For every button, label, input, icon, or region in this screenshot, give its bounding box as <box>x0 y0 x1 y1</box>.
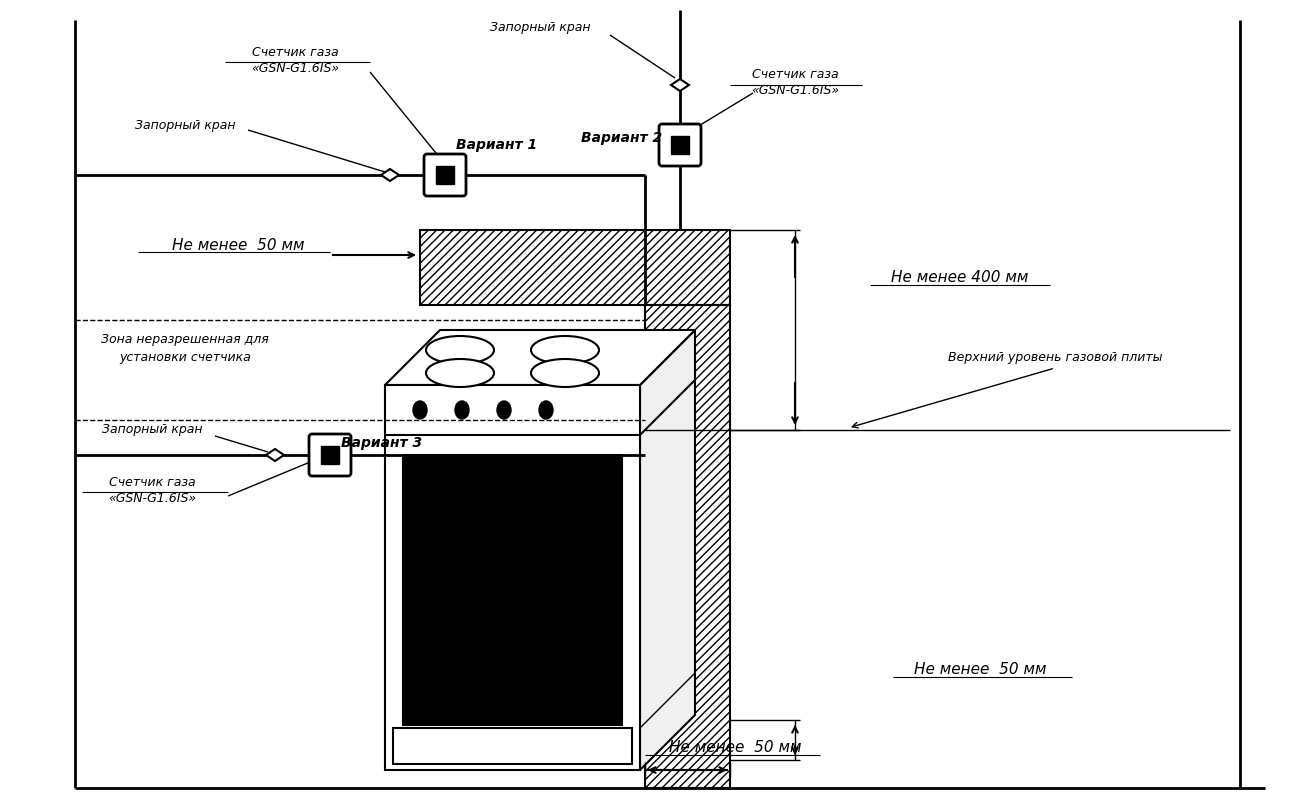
FancyBboxPatch shape <box>309 434 351 476</box>
Polygon shape <box>671 79 689 91</box>
Bar <box>385 385 640 770</box>
Bar <box>671 136 689 154</box>
Ellipse shape <box>531 359 599 387</box>
Bar <box>420 230 730 305</box>
Text: Не менее  50 мм: Не менее 50 мм <box>669 740 801 755</box>
Text: Зона неразрешенная для: Зона неразрешенная для <box>101 334 269 346</box>
Text: установки счетчика: установки счетчика <box>119 351 251 364</box>
FancyBboxPatch shape <box>424 154 466 196</box>
Text: Вариант 2: Вариант 2 <box>581 131 663 145</box>
Text: Запорный кран: Запорный кран <box>102 423 203 436</box>
Text: Вариант 3: Вариант 3 <box>341 436 422 450</box>
Ellipse shape <box>426 359 494 387</box>
Ellipse shape <box>539 401 553 419</box>
Text: «GSN-G1.6IS»: «GSN-G1.6IS» <box>751 84 839 98</box>
Text: Счетчик газа: Счетчик газа <box>752 68 839 82</box>
Bar <box>403 455 621 725</box>
Text: Вариант 1: Вариант 1 <box>456 138 537 152</box>
Text: Не менее 400 мм: Не менее 400 мм <box>891 270 1028 286</box>
Bar <box>645 305 730 788</box>
Ellipse shape <box>455 401 469 419</box>
Polygon shape <box>266 449 284 461</box>
Text: Верхний уровень газовой плиты: Верхний уровень газовой плиты <box>948 351 1163 364</box>
Bar <box>320 446 339 464</box>
Text: Счетчик газа: Счетчик газа <box>109 476 195 488</box>
Text: «GSN-G1.6IS»: «GSN-G1.6IS» <box>251 62 339 75</box>
Polygon shape <box>385 330 695 385</box>
Polygon shape <box>640 330 695 770</box>
Ellipse shape <box>426 336 494 364</box>
Text: Счетчик газа: Счетчик газа <box>252 46 339 59</box>
FancyBboxPatch shape <box>659 124 702 166</box>
Text: Не менее  50 мм: Не менее 50 мм <box>172 237 304 253</box>
Text: Запорный кран: Запорный кран <box>490 22 590 34</box>
Ellipse shape <box>531 336 599 364</box>
Text: Не менее  50 мм: Не менее 50 мм <box>913 662 1047 678</box>
Ellipse shape <box>413 401 426 419</box>
Ellipse shape <box>497 401 512 419</box>
Text: Запорный кран: Запорный кран <box>134 119 235 132</box>
Text: «GSN-G1.6IS»: «GSN-G1.6IS» <box>109 492 196 504</box>
Bar <box>393 728 632 764</box>
Polygon shape <box>381 169 399 181</box>
Bar <box>435 166 453 184</box>
